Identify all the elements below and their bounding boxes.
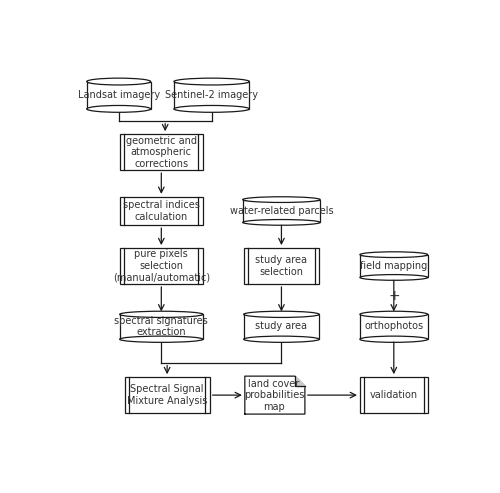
- Text: study area: study area: [256, 321, 308, 331]
- Ellipse shape: [120, 311, 203, 317]
- Text: spectral indices
calculation: spectral indices calculation: [123, 200, 200, 222]
- Text: +: +: [388, 289, 400, 303]
- Bar: [360, 315, 428, 339]
- Ellipse shape: [360, 336, 428, 342]
- Text: land cover
probabilities
map: land cover probabilities map: [244, 379, 304, 412]
- Text: geometric and
atmospheric
corrections: geometric and atmospheric corrections: [126, 136, 197, 169]
- Ellipse shape: [120, 336, 203, 342]
- Bar: [244, 315, 319, 339]
- Bar: [174, 81, 250, 109]
- Polygon shape: [245, 376, 305, 414]
- Bar: [124, 377, 210, 413]
- Ellipse shape: [174, 106, 250, 112]
- Text: pure pixels
selection
(manual/automatic): pure pixels selection (manual/automatic): [113, 249, 210, 282]
- Ellipse shape: [174, 78, 250, 85]
- Ellipse shape: [242, 197, 320, 203]
- Ellipse shape: [86, 78, 150, 85]
- Bar: [120, 248, 203, 284]
- Ellipse shape: [360, 275, 428, 281]
- Text: validation: validation: [370, 390, 418, 400]
- Text: Spectral Signal
Mixture Analysis: Spectral Signal Mixture Analysis: [127, 385, 208, 406]
- Bar: [360, 255, 428, 278]
- Bar: [360, 377, 428, 413]
- Text: Sentinel-2 imagery: Sentinel-2 imagery: [165, 90, 258, 100]
- Ellipse shape: [244, 311, 319, 317]
- Text: orthophotos: orthophotos: [364, 321, 424, 331]
- Ellipse shape: [244, 336, 319, 342]
- Text: field mapping: field mapping: [360, 261, 428, 271]
- Text: water-related parcels: water-related parcels: [230, 206, 333, 215]
- Polygon shape: [294, 376, 305, 386]
- Text: study area
selection: study area selection: [256, 255, 308, 277]
- Text: spectral signatures
extraction: spectral signatures extraction: [114, 316, 208, 337]
- Bar: [120, 197, 203, 225]
- Bar: [120, 134, 203, 170]
- Bar: [244, 248, 319, 284]
- Ellipse shape: [360, 311, 428, 317]
- Ellipse shape: [242, 219, 320, 225]
- Ellipse shape: [86, 106, 150, 112]
- Text: Landsat imagery: Landsat imagery: [78, 90, 160, 100]
- Bar: [120, 315, 203, 339]
- Bar: [86, 81, 150, 109]
- Bar: [242, 200, 320, 222]
- Ellipse shape: [360, 252, 428, 257]
